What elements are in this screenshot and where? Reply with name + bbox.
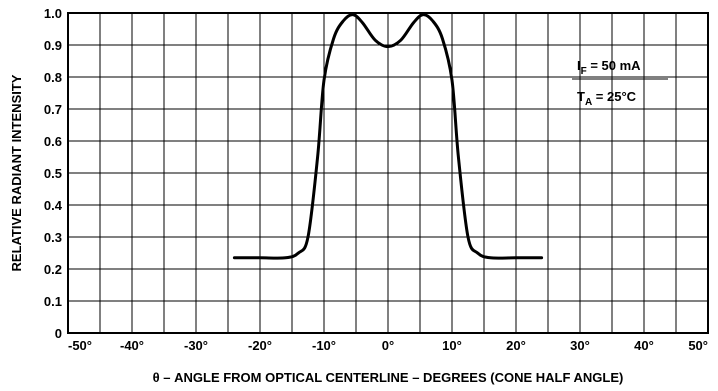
x-tick-label: -50° <box>68 338 92 353</box>
plot-frame <box>67 12 709 334</box>
y-tick-label: 0.5 <box>44 166 62 181</box>
x-tick-label: 10° <box>442 338 462 353</box>
y-tick-label: 0.2 <box>44 262 62 277</box>
x-tick-label: -40° <box>120 338 144 353</box>
grid <box>68 13 708 333</box>
forward-current-annotation: IF = 50 mA <box>577 58 641 77</box>
y-tick-label: 0.9 <box>44 38 62 53</box>
x-tick-label: -10° <box>312 338 336 353</box>
y-tick-label: 1.0 <box>44 6 62 21</box>
x-tick-label: 20° <box>506 338 526 353</box>
x-tick-label: 50° <box>688 338 708 353</box>
x-tick-labels: -50° -40° -30° -20° -10° 0° 10° 20° 30° 40° 50° <box>68 338 708 353</box>
intensity-curve <box>232 13 544 260</box>
y-axis-title: RELATIVE RADIANT INTENSITY <box>9 74 24 271</box>
y-tick-labels: 0 0.1 0.2 0.3 0.4 0.5 0.6 0.7 0.8 0.9 1.0 <box>44 6 63 341</box>
x-tick-label: -30° <box>184 338 208 353</box>
y-tick-label: 0.4 <box>44 198 63 213</box>
y-tick-label: 0.7 <box>44 102 62 117</box>
x-axis-title: θ – ANGLE FROM OPTICAL CENTERLINE – DEGR… <box>153 370 624 385</box>
x-tick-label: -20° <box>248 338 272 353</box>
x-tick-label: 0° <box>382 338 394 353</box>
x-tick-label: 40° <box>634 338 654 353</box>
legend-annotations: IF = 50 mA TA = 25°C <box>572 58 668 108</box>
x-tick-label: 30° <box>570 338 590 353</box>
y-tick-label: 0.8 <box>44 70 62 85</box>
y-tick-label: 0.1 <box>44 294 62 309</box>
ambient-temp-annotation: TA = 25°C <box>577 89 637 108</box>
y-tick-label: 0.6 <box>44 134 62 149</box>
y-tick-label: 0.3 <box>44 230 62 245</box>
y-tick-label: 0 <box>55 326 62 341</box>
